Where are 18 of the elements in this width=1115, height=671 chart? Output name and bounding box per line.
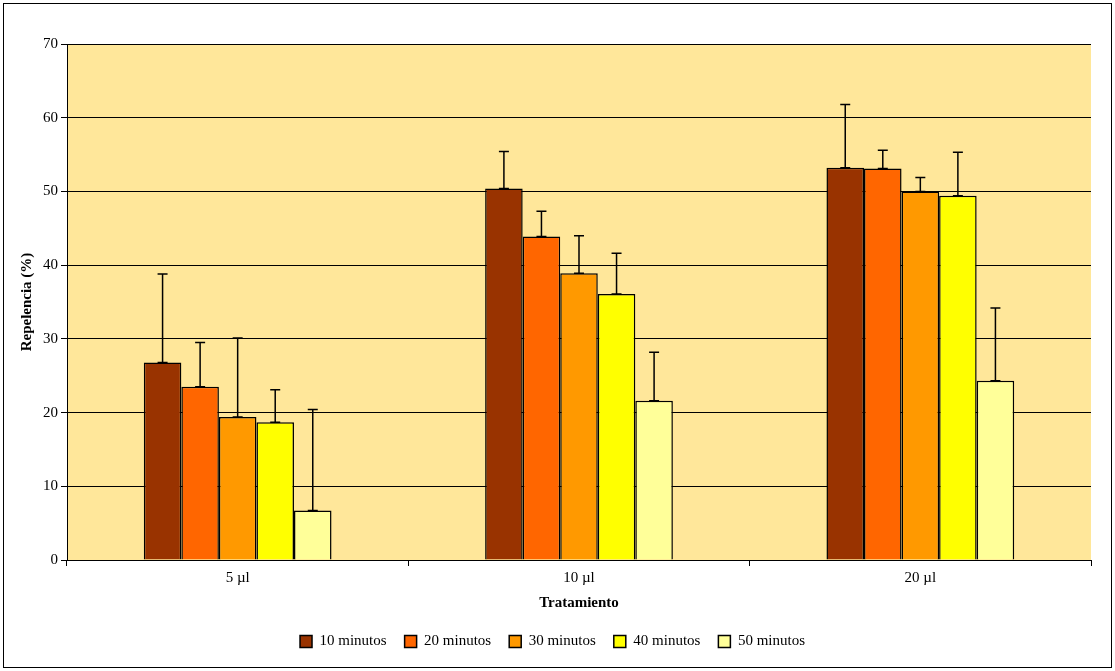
- y-tick-label: 30: [43, 329, 58, 346]
- legend-label: 30 minutos: [528, 632, 596, 649]
- y-tick-label: 0: [50, 550, 58, 567]
- y-tick-label: 70: [43, 34, 58, 51]
- y-tick-label: 40: [43, 256, 58, 273]
- y-tick-label: 10: [43, 477, 58, 494]
- x-tick-label: 20 µl: [904, 568, 937, 585]
- y-tick-label: 20: [43, 403, 58, 420]
- y-tick-label: 50: [43, 182, 58, 199]
- legend-label: 40 minutos: [633, 632, 701, 649]
- legend-label: 10 minutos: [319, 632, 387, 649]
- y-tick-label: 60: [43, 108, 58, 125]
- x-tick-label: 5 µl: [225, 568, 250, 585]
- x-axis-title: Tratamiento: [539, 593, 619, 610]
- legend-label: 50 minutos: [737, 632, 806, 649]
- x-tick-label: 10 µl: [563, 568, 595, 585]
- legend-label: 20 minutos: [424, 632, 492, 649]
- y-axis-title: Repelencia (%): [17, 252, 35, 352]
